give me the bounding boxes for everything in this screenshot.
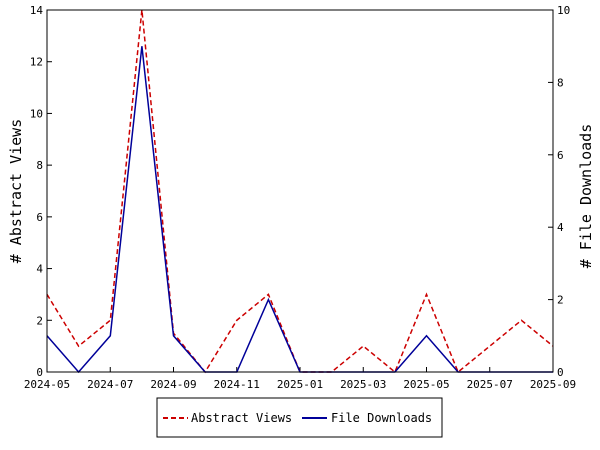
right-tick-label: 2 [557, 294, 564, 307]
legend-label-file-downloads: File Downloads [331, 411, 432, 425]
legend: Abstract Views File Downloads [156, 397, 443, 438]
x-tick-label: 2024-07 [87, 378, 133, 391]
left-tick-label: 8 [36, 159, 43, 172]
plot-area-frame [46, 9, 554, 373]
right-axis-ticks: 0 2 4 6 8 10 [548, 4, 570, 379]
right-tick-label: 10 [557, 4, 570, 17]
x-tick-label: 2024-05 [24, 378, 70, 391]
right-axis-title: # File Downloads [577, 124, 595, 269]
legend-box [156, 397, 443, 438]
right-tick-label: 4 [557, 221, 564, 234]
left-tick-label: 0 [36, 366, 43, 379]
right-tick-label: 6 [557, 149, 564, 162]
right-tick-label: 8 [557, 76, 564, 89]
legend-label-abstract-views: Abstract Views [191, 411, 292, 425]
left-tick-label: 12 [30, 56, 43, 69]
x-tick-label: 2025-07 [467, 378, 513, 391]
series-line-abstract-views [46, 9, 554, 374]
left-tick-label: 4 [36, 263, 43, 276]
left-axis-title: # Abstract Views [7, 119, 25, 264]
left-tick-label: 6 [36, 211, 43, 224]
left-tick-label: 10 [30, 107, 43, 120]
x-tick-label: 2024-09 [150, 378, 196, 391]
series-line-file-downloads [46, 46, 553, 374]
left-tick-label: 14 [30, 4, 44, 17]
x-tick-label: 2025-03 [340, 378, 386, 391]
x-tick-label: 2024-11 [214, 378, 260, 391]
x-tick-label: 2025-09 [530, 378, 576, 391]
left-axis-ticks: 0 2 4 6 8 10 12 14 [30, 4, 52, 379]
x-tick-label: 2025-01 [277, 378, 323, 391]
series-layer [46, 9, 554, 374]
right-tick-label: 0 [557, 366, 564, 379]
x-tick-label: 2025-05 [403, 378, 449, 391]
left-tick-label: 2 [36, 314, 43, 327]
